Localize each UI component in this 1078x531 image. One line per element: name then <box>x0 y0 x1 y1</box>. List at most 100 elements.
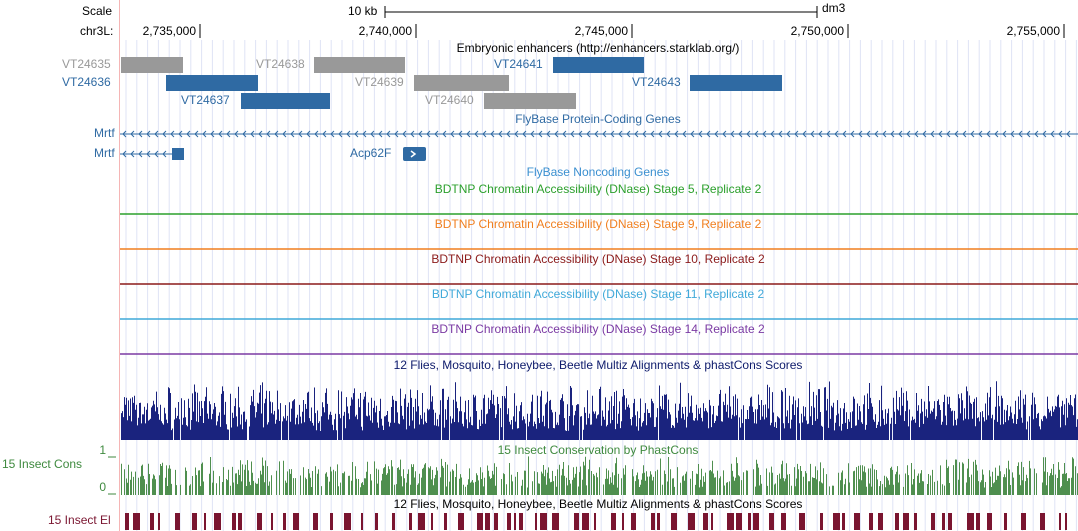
conserved-element <box>727 513 734 530</box>
strand-arrow <box>618 130 623 138</box>
strand-arrow <box>410 150 417 158</box>
conserved-element <box>133 513 140 530</box>
strand-arrow <box>594 130 599 138</box>
strand-arrow <box>170 130 175 138</box>
gene-label: Acp62F <box>350 146 391 160</box>
conserved-element <box>688 513 695 530</box>
conserved-element <box>535 513 537 530</box>
conserved-element <box>833 513 840 530</box>
strand-arrow <box>674 130 679 138</box>
conserved-element <box>987 513 992 530</box>
strand-arrow <box>1050 130 1055 138</box>
strand-arrow <box>426 130 431 138</box>
strand-arrow <box>962 130 967 138</box>
strand-arrow <box>602 130 607 138</box>
strand-arrow <box>298 130 303 138</box>
conserved-element <box>942 513 945 530</box>
scale-bar-label: 10 kb <box>348 4 378 18</box>
strand-arrow <box>650 130 655 138</box>
strand-arrow <box>850 130 855 138</box>
strand-arrow <box>346 130 351 138</box>
strand-arrow <box>746 130 751 138</box>
strand-arrow <box>122 150 127 158</box>
strand-arrow <box>698 130 703 138</box>
strand-arrow <box>162 150 167 158</box>
strand-arrow <box>522 130 527 138</box>
gene-label: Mrtf <box>94 146 115 160</box>
conserved-element <box>313 513 318 530</box>
conserved-element <box>283 513 286 530</box>
strand-arrow <box>994 130 999 138</box>
strand-arrow <box>626 130 631 138</box>
strand-arrow <box>370 130 375 138</box>
conserved-element <box>820 513 823 530</box>
conserved-element <box>651 513 655 530</box>
enhancer-feature <box>414 75 509 91</box>
conserved-element <box>657 513 660 530</box>
conserved-element <box>967 513 974 530</box>
track-title: 12 Flies, Mosquito, Honeybee, Beetle Mul… <box>394 497 803 511</box>
strand-arrow <box>1026 130 1031 138</box>
conserved-element <box>271 513 273 530</box>
strand-arrow <box>450 130 455 138</box>
strand-arrow <box>842 130 847 138</box>
strand-arrow <box>882 130 887 138</box>
assembly-label: dm3 <box>822 1 846 15</box>
conserved-element <box>736 513 742 530</box>
conserved-element <box>854 513 860 530</box>
strand-arrow <box>442 130 447 138</box>
strand-arrow <box>914 130 919 138</box>
track-title: BDTNP Chromatin Accessibility (DNase) St… <box>431 322 765 336</box>
conserved-element <box>1040 513 1045 530</box>
conserved-element <box>418 513 425 530</box>
conserved-element <box>458 513 464 530</box>
conserved-element <box>1065 513 1067 530</box>
strand-arrow <box>122 130 127 138</box>
strand-arrow <box>986 130 991 138</box>
enhancer-feature <box>241 93 330 109</box>
strand-arrow <box>186 130 191 138</box>
strand-arrow <box>202 130 207 138</box>
conserved-element <box>361 513 363 530</box>
strand-arrow <box>1002 130 1007 138</box>
strand-arrow <box>138 150 143 158</box>
conserved-element <box>257 513 262 530</box>
strand-arrow <box>762 130 767 138</box>
strand-arrow <box>722 130 727 138</box>
strand-arrow <box>1010 130 1015 138</box>
strand-arrow <box>586 130 591 138</box>
strand-arrow <box>530 130 535 138</box>
strand-arrow <box>898 130 903 138</box>
strand-arrow <box>810 130 815 138</box>
enhancer-feature <box>553 57 644 73</box>
conserved-element <box>878 513 883 530</box>
strand-arrow <box>578 130 583 138</box>
strand-arrow <box>434 130 439 138</box>
conserved-element <box>232 513 236 530</box>
strand-arrow <box>706 130 711 138</box>
conserved-element <box>1004 513 1007 530</box>
conserved-element <box>375 513 378 530</box>
strand-arrow <box>570 130 575 138</box>
strand-arrow <box>330 130 335 138</box>
scale-label: Scale <box>82 4 112 18</box>
axis-label: 0 <box>99 480 106 494</box>
conserved-element <box>781 513 786 530</box>
conserved-element <box>444 513 447 530</box>
strand-arrow <box>362 130 367 138</box>
strand-arrow <box>258 130 263 138</box>
strand-arrow <box>546 130 551 138</box>
conserved-element <box>431 513 433 530</box>
conserved-element <box>192 513 197 530</box>
conserved-element <box>150 513 154 530</box>
strand-arrow <box>282 130 287 138</box>
conserved-element <box>914 513 917 530</box>
strand-arrow <box>714 130 719 138</box>
conserved-element <box>903 513 909 530</box>
strand-arrow <box>954 130 959 138</box>
strand-arrow <box>610 130 615 138</box>
strand-arrow <box>1066 130 1071 138</box>
strand-arrow <box>866 130 871 138</box>
strand-arrow <box>562 130 567 138</box>
